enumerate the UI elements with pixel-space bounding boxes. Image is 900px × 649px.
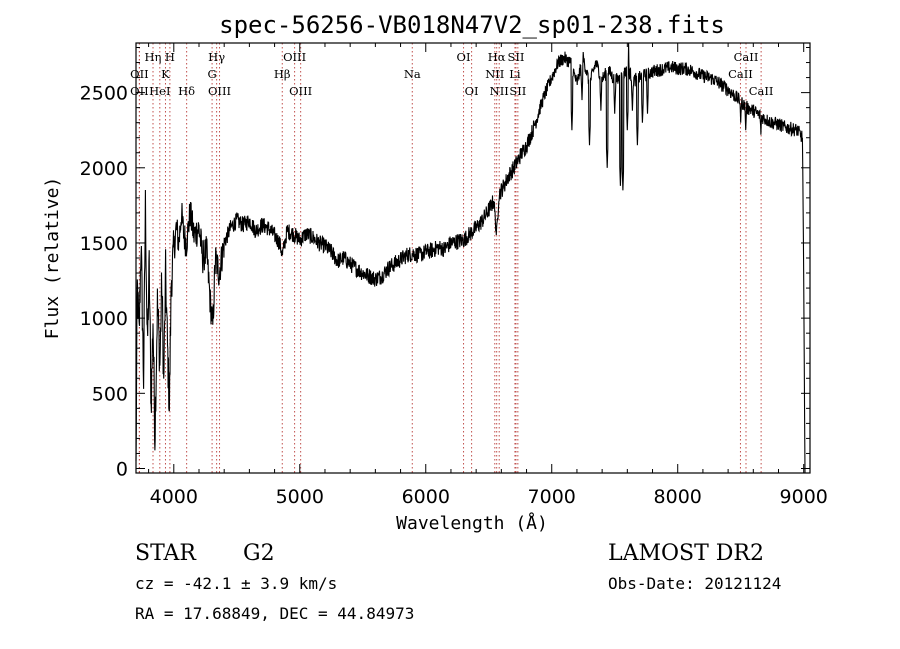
redshift-velocity: cz = -42.1 ± 3.9 km/s [135, 574, 337, 593]
line-marker-label: Hα [488, 50, 506, 64]
line-marker-label: OI [465, 84, 479, 98]
x-tick-label: 7000 [528, 486, 576, 508]
line-marker-label: Hβ [274, 67, 291, 81]
plot-frame [135, 42, 811, 474]
line-marker-label: NII [490, 84, 509, 98]
y-tick-label: 0 [116, 458, 128, 480]
line-marker-label: Hη [145, 50, 162, 64]
line-marker-labels: OII OII Hη HeI KH Hδ G Hγ OIII Hβ OIII OIII Na OI OI NI… [130, 50, 773, 98]
line-marker-label: HeI [149, 84, 170, 98]
line-marker-label: K [161, 67, 170, 81]
y-tick-label: 2500 [80, 83, 128, 105]
line-marker-label: G [207, 67, 216, 81]
line-marker-label: OIII [289, 84, 312, 98]
observation-date: Obs-Date: 20121124 [608, 574, 781, 593]
x-axis-label: Wavelength (Å) [396, 512, 548, 534]
line-marker-label: Hγ [208, 50, 225, 64]
line-marker-label: CaII [749, 84, 774, 98]
line-marker-label: OIII [208, 84, 231, 98]
line-marker-label: OIII [283, 50, 306, 64]
line-marker-label: CaII [728, 67, 753, 81]
y-axis-label: Flux (relative) [42, 177, 63, 340]
y-axis-ticks: 0 500 1000 1500 2000 2500 [80, 47, 810, 480]
coordinates: RA = 17.68849, DEC = 44.84973 [135, 604, 414, 623]
line-marker-label: H [165, 50, 175, 64]
spectrum-line [135, 42, 806, 474]
x-tick-label: 4000 [150, 486, 198, 508]
line-marker-label: SII [509, 84, 526, 98]
x-tick-label: 6000 [402, 486, 450, 508]
line-marker-label: Li [509, 67, 521, 81]
line-marker-label: SII [507, 50, 524, 64]
x-tick-label: 5000 [276, 486, 324, 508]
line-marker-label: OII [130, 84, 149, 98]
y-tick-label: 2000 [80, 158, 128, 180]
y-tick-label: 1500 [80, 233, 128, 255]
y-tick-label: 500 [92, 383, 128, 405]
y-tick-label: 1000 [80, 308, 128, 330]
line-marker-label: Na [404, 67, 421, 81]
x-axis-ticks: 4000 5000 6000 7000 8000 9000 [148, 43, 828, 508]
line-marker-label: OII [130, 67, 149, 81]
line-marker-label: CaII [734, 50, 759, 64]
x-tick-label: 9000 [780, 486, 828, 508]
object-subclass: G2 [243, 541, 275, 566]
chart-title: spec-56256-VB018N47V2_sp01-238.fits [219, 11, 725, 39]
x-tick-label: 8000 [654, 486, 702, 508]
line-marker-label: Hδ [178, 84, 195, 98]
survey-name: LAMOST DR2 [608, 541, 764, 566]
line-marker-label: NII [485, 67, 504, 81]
line-markers [138, 43, 762, 473]
line-marker-label: OI [457, 50, 471, 64]
object-class: STAR [135, 541, 197, 566]
